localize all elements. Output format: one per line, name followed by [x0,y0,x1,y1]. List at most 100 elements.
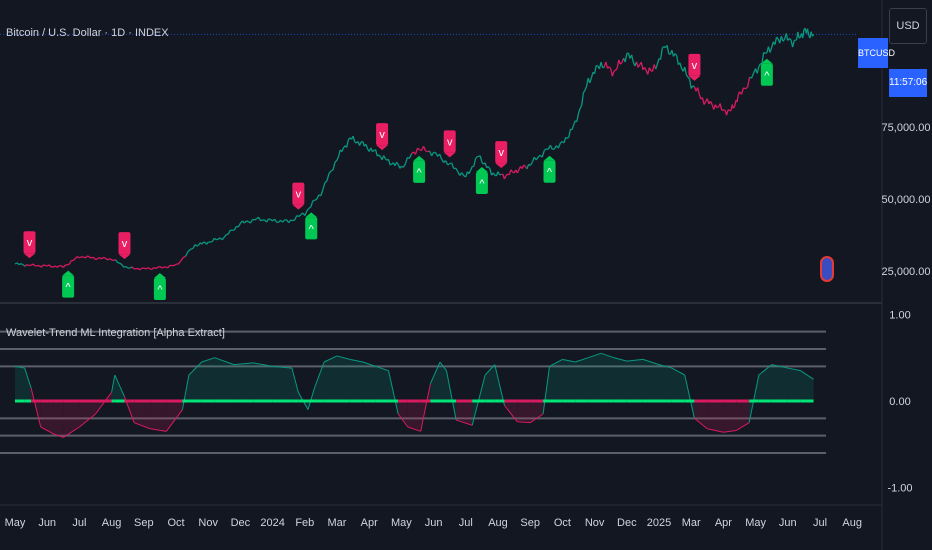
price-segment [470,166,473,171]
price-segment [376,154,380,157]
indicator-tick-label: 0.00 [889,396,910,408]
price-segment [180,257,184,262]
indicator-segment [626,358,643,362]
price-segment [541,150,545,158]
time-tick-label: Jun [38,517,56,529]
indicator-segment [575,357,589,363]
price-segment [723,109,726,111]
price-segment [254,218,257,221]
price-segment [24,264,28,267]
time-tick-label: 2024 [260,517,284,529]
indicator-fill [736,401,750,431]
price-segment [56,265,60,268]
price-segment [352,135,356,143]
price-segment [774,36,778,45]
price-segment [252,218,255,221]
price-segment [526,164,530,170]
price-segment [557,142,561,149]
price-segment [274,218,278,223]
price-segment [201,241,204,245]
time-tick-label: Sep [520,517,540,529]
price-segment [298,214,302,217]
price-segment [571,124,575,130]
price-segment [616,59,620,69]
indicator-segment [323,355,338,363]
time-tick-label: Jul [72,517,86,529]
indicator-segment [787,367,801,372]
price-segment [165,266,169,269]
price-segment [97,257,100,260]
indicator-title[interactable]: Wavelet-Trend ML Integration [Alpha Extr… [6,327,225,339]
price-segment [290,219,293,222]
price-segment [233,226,237,231]
price-segment [573,120,576,126]
indicator-segment [40,426,54,435]
price-segment [716,106,719,109]
price-segment [196,244,199,247]
axes: 25,000.00 50,000.00 75,000.00 1.00 0.00 -1.00… [5,122,931,529]
indicator-fill [601,353,614,401]
price-segment [167,264,171,269]
price-segment [461,172,465,177]
price-segment [489,168,493,176]
indicator-segment [133,422,151,430]
indicator-segment [14,365,25,369]
indicator-segment [800,370,814,380]
price-segment [750,72,755,79]
price-segment [479,155,483,163]
indicator-fill [272,366,292,401]
price-segment [288,219,292,224]
price-segment [91,256,94,259]
price-segment [354,141,357,144]
price-segment [375,149,378,157]
price-segment [243,220,247,224]
price-segment [782,39,786,42]
price-segment [227,229,231,235]
price-segment [736,94,739,103]
indicator-fill [758,364,772,401]
price-segment [72,258,76,261]
indicator-segment [272,365,292,369]
price-segment [666,45,670,54]
price-segment [383,155,386,159]
indicator-fill [308,388,315,410]
price-segment [187,248,191,252]
price-segment [431,152,435,157]
caret-down-icon: v [122,238,128,250]
indicator-segment [671,367,685,376]
price-segment [294,215,298,221]
time-tick-label: Apr [715,517,732,529]
price-segment [87,255,90,258]
time-tick-label: Dec [617,517,637,529]
price-segment [336,156,340,161]
price-segment [266,218,270,223]
price-segment [365,144,369,150]
indicator-segment [658,364,673,369]
currency-selector[interactable]: USD [889,8,927,44]
price-segment [153,267,157,270]
symbol-price-label: BTCUSD [858,38,895,68]
price-segment [54,265,58,268]
price-segment [328,170,332,174]
indicator-fill [642,359,659,401]
bull-signal-marker [305,217,318,240]
price-segment [84,255,88,259]
price-segment [332,162,336,171]
caret-down-icon: v [27,237,33,249]
indicator-fill [53,401,64,438]
price-segment [101,256,104,260]
price-segment [221,236,225,241]
price-segment [177,260,182,265]
price-segment [610,68,613,77]
price-segment [246,220,249,223]
price-segment [425,150,428,153]
signal-markers: v ^ v ^ v ^ v ^ v ^ v ^ v ^ [23,53,773,300]
price-tick-label: 50,000.00 [882,194,931,206]
us-flag-icon[interactable] [820,256,834,282]
price-segment [697,87,700,95]
indicator-segment [388,370,399,415]
caret-up-icon: ^ [157,284,163,296]
indicator-segment [188,361,203,376]
indicator-segment [600,352,615,359]
